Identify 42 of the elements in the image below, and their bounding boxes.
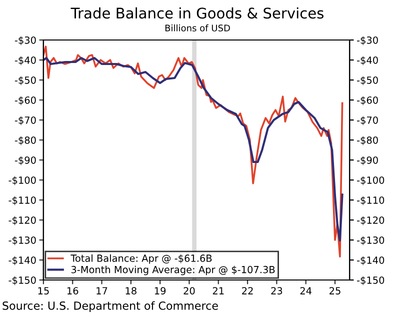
y-tick-label: -$150 [8, 276, 36, 286]
y2-tick-label: -$80 [356, 136, 378, 146]
x-tick-label: 24 [300, 287, 312, 294]
y-tick-label: -$110 [8, 196, 36, 206]
x-tick-label: 18 [126, 287, 136, 294]
y-tick-label: -$100 [8, 176, 36, 186]
x-tick-label: 19 [154, 287, 166, 294]
y-tick-label: -$120 [8, 216, 36, 226]
y2-tick-label: -$130 [356, 236, 384, 246]
y-tick-label: -$140 [8, 256, 36, 266]
chart-subtitle: Billions of USD [165, 24, 230, 32]
y2-tick-label: -$60 [356, 96, 378, 106]
y-tick-label: -$90 [14, 156, 36, 166]
y2-tick-label: -$40 [356, 56, 378, 66]
x-tick-label: 22 [242, 287, 253, 294]
legend-label: 3-Month Moving Average: Apr @ $-107.3B [71, 266, 275, 276]
x-tick-label: 20 [184, 287, 195, 294]
y-tick-label: -$80 [14, 136, 36, 146]
y2-tick-label: -$150 [356, 276, 384, 286]
y-tick-label: -$40 [14, 56, 36, 66]
y-tick-label: -$130 [8, 236, 36, 246]
y2-tick-label: -$120 [356, 216, 384, 226]
y2-tick-label: -$30 [356, 36, 378, 46]
y2-tick-label: -$90 [356, 156, 378, 166]
x-tick-label: 17 [96, 287, 108, 294]
y2-tick-label: -$50 [356, 76, 378, 86]
source-note: Source: U.S. Department of Commerce [2, 301, 218, 312]
y2-tick-label: -$100 [356, 176, 384, 186]
legend-label: Total Balance: Apr @ -$61.6B [70, 254, 212, 264]
y-tick-label: -$60 [14, 96, 36, 106]
x-tick-label: 21 [212, 287, 224, 294]
x-tick-label: 15 [38, 287, 49, 294]
x-tick-label: 16 [67, 287, 78, 294]
x-tick-label: 23 [271, 287, 282, 294]
x-tick-label: 25 [330, 287, 340, 294]
y-tick-label: -$70 [14, 116, 36, 126]
y2-tick-label: -$140 [356, 256, 384, 266]
y-tick-label: -$30 [14, 36, 36, 46]
y2-tick-label: -$110 [356, 196, 384, 206]
y2-tick-label: -$70 [356, 116, 378, 126]
y-tick-label: -$50 [14, 76, 36, 86]
chart-title: Trade Balance in Goods & Services [70, 7, 324, 19]
